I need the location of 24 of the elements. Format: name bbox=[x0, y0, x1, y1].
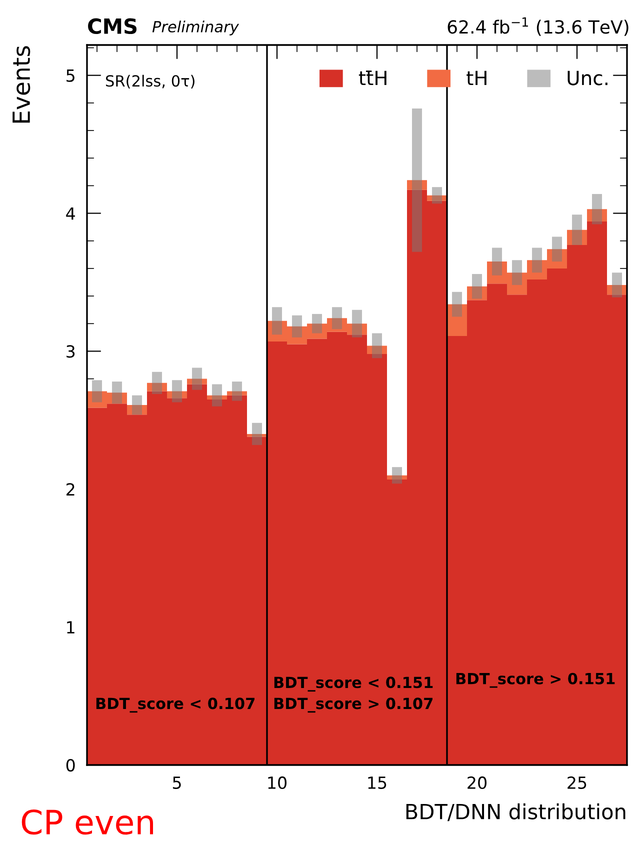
legend-label: tH bbox=[466, 70, 486, 86]
y-tick-label: 3 bbox=[66, 345, 75, 358]
x-tick-label: 15 bbox=[368, 776, 386, 790]
x-tick-label: 5 bbox=[172, 776, 181, 790]
annotation: BDT_score > 0.151 bbox=[456, 672, 615, 688]
y-tick-label: 5 bbox=[66, 70, 74, 82]
annotation: Unc. bbox=[568, 70, 608, 86]
y-axis-title: Events bbox=[12, 46, 30, 123]
x-axis-title: BDT/DNN distribution bbox=[406, 803, 626, 822]
x-tick-label: 10 bbox=[268, 776, 286, 790]
y-tick-label: 4 bbox=[66, 207, 75, 220]
legend-label: tt̄H bbox=[358, 70, 386, 86]
y-tick-label: 2 bbox=[66, 483, 74, 496]
chart-title: CMS bbox=[88, 18, 136, 34]
annotation: BDT_score < 0.107 bbox=[96, 698, 254, 713]
text: 62.4 fb$^{−1}$ (13.6 TeV) bbox=[448, 17, 628, 36]
chart-subtitle: Preliminary bbox=[152, 20, 240, 36]
annotation: BDT_score < 0.151 BDT_score > 0.107 bbox=[274, 676, 433, 713]
text: CP even bbox=[22, 809, 154, 835]
y-tick-label: 1 bbox=[67, 621, 74, 634]
x-tick-label: 25 bbox=[568, 776, 586, 790]
x-tick-label: 20 bbox=[468, 776, 486, 790]
annotation: SR(2lss, 0τ) bbox=[106, 74, 194, 88]
y-tick-label: 0 bbox=[66, 758, 75, 772]
